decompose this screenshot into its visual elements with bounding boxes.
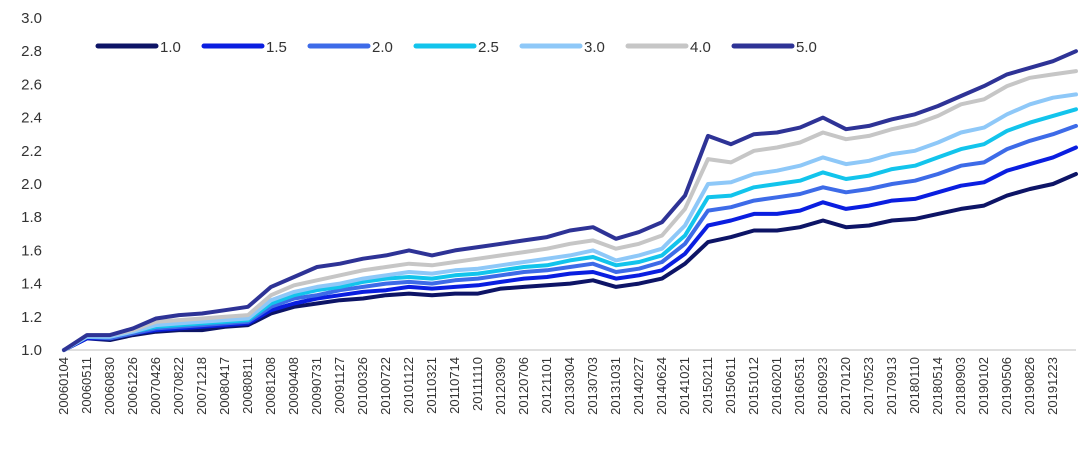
x-axis: 20060104 20060511 20060830 20061226 20070426… bbox=[56, 349, 1076, 415]
x-tick-label: 20180514 bbox=[930, 357, 945, 415]
x-tick-label: 20060830 bbox=[102, 357, 117, 415]
x-tick-label: 20090731 bbox=[309, 357, 324, 415]
x-tick-label: 20151012 bbox=[746, 357, 761, 415]
x-tick-label: 20061226 bbox=[125, 357, 140, 415]
x-tick-label: 20101122 bbox=[401, 357, 416, 414]
y-tick-label: 2.4 bbox=[21, 110, 42, 127]
x-tick-label: 20110321 bbox=[424, 357, 439, 414]
legend-label: 1.0 bbox=[160, 39, 181, 56]
y-tick-label: 1.8 bbox=[21, 209, 42, 226]
x-tick-label: 20191223 bbox=[1045, 357, 1060, 415]
y-axis: 1.0 1.2 1.4 1.6 1.8 2.0 2.2 2.4 2.6 2.8 3.0 bbox=[21, 10, 42, 359]
x-tick-label: 20120309 bbox=[493, 357, 508, 415]
x-tick-label: 20071218 bbox=[194, 357, 209, 415]
x-tick-label: 20180903 bbox=[953, 357, 968, 415]
x-tick-label: 20180110 bbox=[907, 357, 922, 414]
x-tick-label: 20070426 bbox=[148, 357, 163, 415]
x-tick-label: 20140624 bbox=[654, 357, 669, 415]
x-tick-label: 20150611 bbox=[723, 357, 738, 414]
y-tick-label: 1.0 bbox=[21, 342, 42, 359]
series-line-5-0 bbox=[62, 49, 1078, 352]
y-tick-label: 2.8 bbox=[21, 43, 42, 60]
series-line-3-0 bbox=[62, 92, 1078, 352]
y-tick-label: 3.0 bbox=[21, 10, 42, 27]
series-lines bbox=[62, 49, 1078, 352]
y-tick-label: 1.4 bbox=[21, 276, 42, 293]
x-tick-label: 20150211 bbox=[700, 357, 715, 414]
x-tick-label: 20110714 bbox=[447, 357, 462, 414]
x-tick-label: 20170523 bbox=[861, 357, 876, 415]
x-tick-label: 20120706 bbox=[516, 357, 531, 415]
x-tick-label: 20111110 bbox=[470, 357, 485, 411]
x-tick-label: 20090408 bbox=[286, 357, 301, 415]
x-tick-label: 20190102 bbox=[976, 357, 991, 415]
legend-label: 1.5 bbox=[266, 39, 287, 56]
x-tick-label: 20131031 bbox=[608, 357, 623, 415]
legend-label: 2.0 bbox=[372, 39, 393, 56]
legend-label: 2.5 bbox=[478, 39, 499, 56]
x-tick-label: 20130703 bbox=[585, 357, 600, 415]
y-tick-label: 2.0 bbox=[21, 176, 42, 193]
x-tick-label: 20141021 bbox=[677, 357, 692, 415]
y-tick-label: 2.2 bbox=[21, 143, 42, 160]
x-tick-label: 20190506 bbox=[999, 357, 1014, 415]
legend-label: 3.0 bbox=[584, 39, 605, 56]
x-tick-label: 20160201 bbox=[769, 357, 784, 415]
x-tick-label: 20100326 bbox=[355, 357, 370, 415]
legend-label: 4.0 bbox=[690, 39, 711, 56]
series-line-4-0 bbox=[62, 69, 1078, 352]
x-tick-label: 20190826 bbox=[1022, 357, 1037, 415]
legend: 1.0 1.5 2.0 2.5 3.0 4.0 5.0 bbox=[95, 39, 817, 56]
x-tick-label: 20060511 bbox=[79, 357, 94, 414]
legend-label: 5.0 bbox=[796, 39, 817, 56]
x-tick-label: 20080417 bbox=[217, 357, 232, 415]
x-tick-label: 20160531 bbox=[792, 357, 807, 415]
x-tick-label: 20060104 bbox=[56, 357, 71, 415]
y-tick-label: 1.6 bbox=[21, 242, 42, 259]
x-tick-label: 20130304 bbox=[562, 357, 577, 415]
x-tick-label: 20081208 bbox=[263, 357, 278, 415]
x-tick-label: 20070822 bbox=[171, 357, 186, 415]
x-tick-label: 20160923 bbox=[815, 357, 830, 415]
x-tick-label: 20100722 bbox=[378, 357, 393, 415]
x-tick-label: 20170913 bbox=[884, 357, 899, 415]
x-tick-label: 20140227 bbox=[631, 357, 646, 415]
x-tick-label: 20080811 bbox=[240, 357, 255, 414]
x-tick-label: 20121101 bbox=[539, 357, 554, 414]
x-tick-label: 20091127 bbox=[332, 357, 347, 414]
y-tick-label: 1.2 bbox=[21, 309, 42, 326]
y-tick-label: 2.6 bbox=[21, 76, 42, 93]
x-tick-label: 20170120 bbox=[838, 357, 853, 415]
